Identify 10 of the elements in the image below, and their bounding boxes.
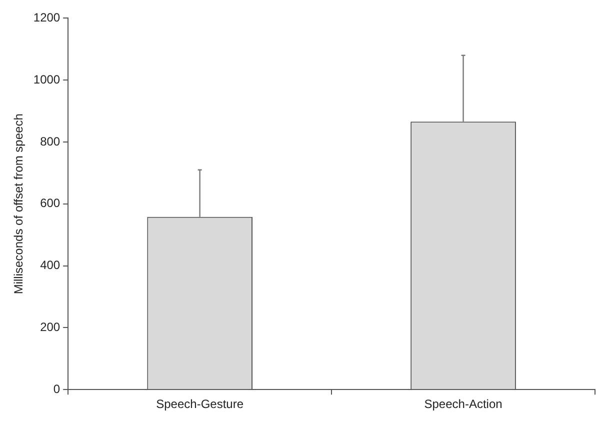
y-tick-label: 1000 — [33, 72, 60, 86]
y-tick-label: 400 — [40, 258, 60, 272]
y-tick-label: 800 — [40, 134, 60, 148]
y-tick-label: 600 — [40, 196, 60, 210]
y-tick-label: 0 — [53, 382, 60, 396]
y-tick-label: 1200 — [33, 10, 60, 25]
y-tick-label: 200 — [40, 320, 60, 334]
x-tick-label: Speech-Action — [424, 397, 502, 412]
x-tick-label: Speech-Gesture — [156, 397, 244, 412]
y-axis-title: Milliseconds of offset from speech — [12, 114, 26, 294]
